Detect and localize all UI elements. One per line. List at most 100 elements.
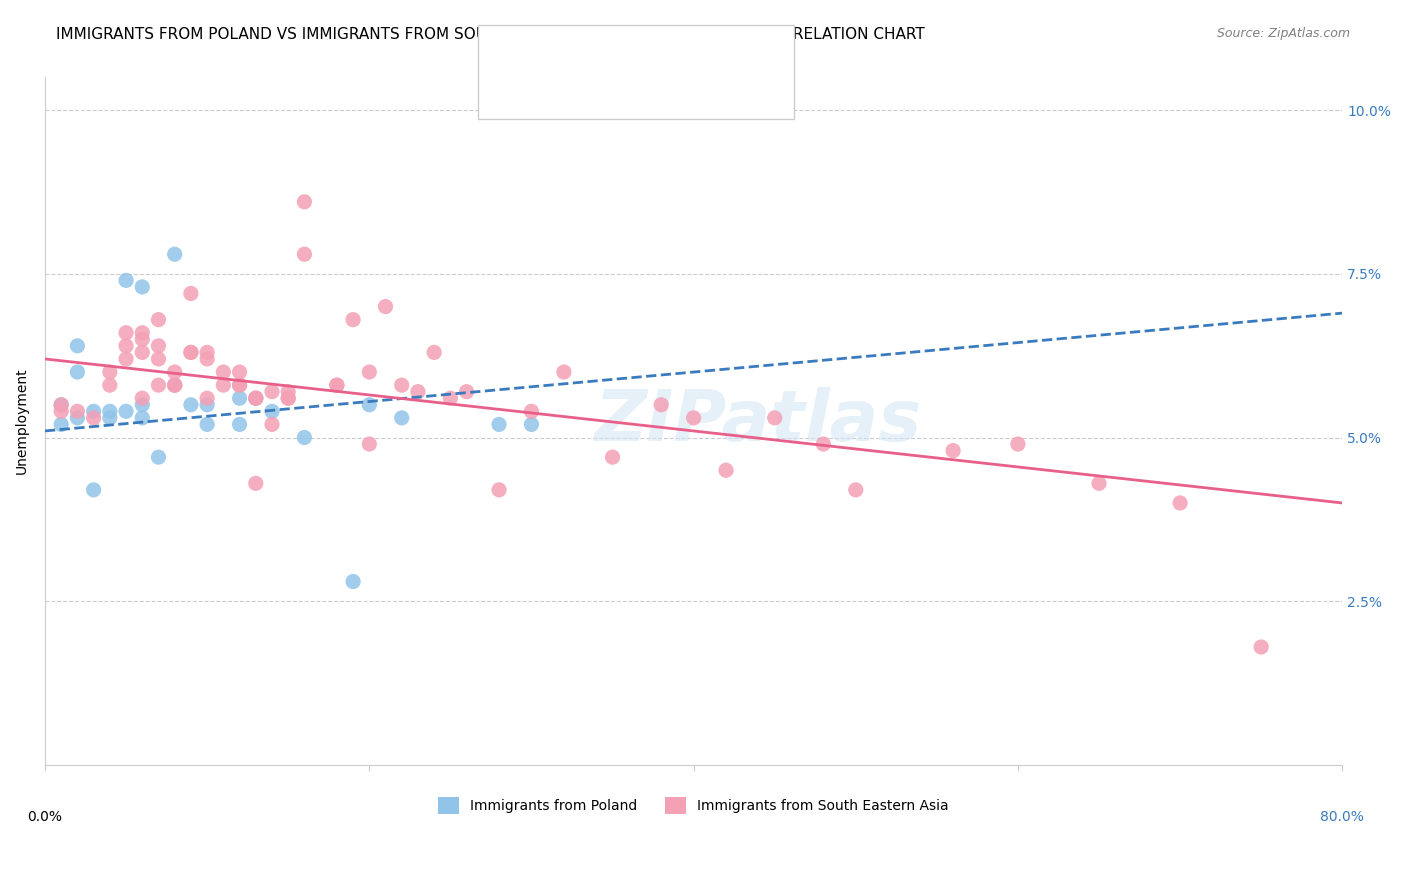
Point <box>326 378 349 392</box>
Point <box>277 391 299 405</box>
Point <box>423 345 446 359</box>
Point <box>359 398 381 412</box>
Point <box>66 404 89 418</box>
Point <box>245 391 267 405</box>
Y-axis label: Unemployment: Unemployment <box>15 368 30 475</box>
Text: -0.275: -0.275 <box>581 87 636 102</box>
Point <box>228 378 250 392</box>
Point <box>98 404 121 418</box>
Point <box>228 365 250 379</box>
Point <box>131 398 153 412</box>
Point <box>456 384 478 399</box>
Point <box>195 351 218 366</box>
Text: 0.106: 0.106 <box>581 45 628 59</box>
Point <box>245 476 267 491</box>
Point <box>813 437 835 451</box>
Point <box>260 417 283 432</box>
Point <box>391 410 413 425</box>
Point <box>131 332 153 346</box>
Text: 30: 30 <box>689 45 710 59</box>
Point <box>148 351 170 366</box>
Point <box>98 365 121 379</box>
Point <box>66 365 89 379</box>
Point <box>845 483 868 497</box>
Point <box>148 450 170 464</box>
Point <box>1007 437 1029 451</box>
Text: 0.0%: 0.0% <box>28 810 62 823</box>
Point <box>714 463 737 477</box>
Point <box>51 398 73 412</box>
Point <box>83 483 105 497</box>
Point <box>195 345 218 359</box>
Point <box>115 273 138 287</box>
Point <box>195 417 218 432</box>
Point <box>650 398 672 412</box>
Point <box>51 404 73 418</box>
Point <box>163 378 186 392</box>
Point <box>115 404 138 418</box>
Point <box>228 391 250 405</box>
Point <box>180 286 202 301</box>
Point <box>180 345 202 359</box>
Point <box>359 365 381 379</box>
Point <box>51 417 73 432</box>
Point <box>228 417 250 432</box>
Point <box>342 312 364 326</box>
Point <box>131 280 153 294</box>
Point <box>83 404 105 418</box>
Text: R =: R = <box>530 45 564 59</box>
Point <box>1168 496 1191 510</box>
Point <box>1250 640 1272 654</box>
Point <box>682 410 704 425</box>
Point <box>602 450 624 464</box>
Point <box>51 398 73 412</box>
Point <box>294 430 316 444</box>
Point <box>763 410 786 425</box>
Point <box>163 247 186 261</box>
Text: 80.0%: 80.0% <box>1320 810 1364 823</box>
Text: IMMIGRANTS FROM POLAND VS IMMIGRANTS FROM SOUTH EASTERN ASIA UNEMPLOYMENT CORREL: IMMIGRANTS FROM POLAND VS IMMIGRANTS FRO… <box>56 27 925 42</box>
Point <box>83 410 105 425</box>
Point <box>163 378 186 392</box>
Point <box>66 339 89 353</box>
Point <box>488 483 510 497</box>
Point <box>245 391 267 405</box>
Point <box>131 391 153 405</box>
Point <box>553 365 575 379</box>
Point <box>942 443 965 458</box>
Point <box>520 404 543 418</box>
Point <box>439 391 461 405</box>
Text: Source: ZipAtlas.com: Source: ZipAtlas.com <box>1216 27 1350 40</box>
Point <box>115 326 138 340</box>
Point <box>98 410 121 425</box>
Point <box>294 247 316 261</box>
Point <box>488 417 510 432</box>
Point <box>245 391 267 405</box>
Point <box>180 398 202 412</box>
Point <box>260 384 283 399</box>
Point <box>520 417 543 432</box>
Point <box>163 365 186 379</box>
Point <box>131 410 153 425</box>
Point <box>148 312 170 326</box>
Point <box>294 194 316 209</box>
Point <box>115 339 138 353</box>
Point <box>163 378 186 392</box>
Point <box>277 384 299 399</box>
Point <box>1088 476 1111 491</box>
Point <box>98 378 121 392</box>
Point <box>148 378 170 392</box>
Point <box>115 351 138 366</box>
Point <box>66 410 89 425</box>
Point <box>359 437 381 451</box>
Point <box>374 300 396 314</box>
Text: ZIPatlas: ZIPatlas <box>595 386 922 456</box>
Point <box>406 384 429 399</box>
Legend: Immigrants from Poland, Immigrants from South Eastern Asia: Immigrants from Poland, Immigrants from … <box>433 792 955 820</box>
Point <box>212 378 235 392</box>
Point <box>195 398 218 412</box>
Text: N =: N = <box>640 87 673 102</box>
Text: 67: 67 <box>689 87 710 102</box>
Point <box>180 345 202 359</box>
Point <box>195 391 218 405</box>
